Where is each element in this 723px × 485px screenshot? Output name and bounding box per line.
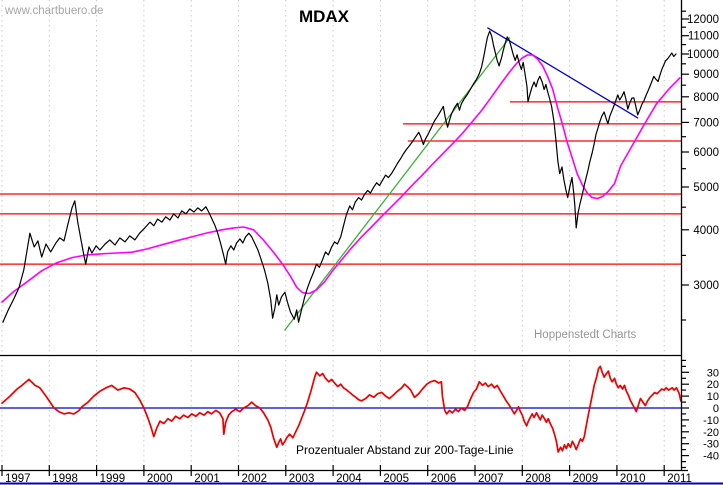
x-tick-label-2005: 2005 [383, 473, 409, 485]
main-y-axis-ticks: 3000 4000 5000 6000 7000 8000 9000 10000 11000 12… [681, 10, 719, 321]
osc-tick-label-10: 10 [707, 391, 719, 403]
year-gridlines [1, 0, 665, 470]
osc-tick-label-30: 30 [707, 367, 719, 379]
y-tick-label-7000: 7000 [693, 117, 719, 129]
chart-title: MDAX [298, 7, 350, 26]
main-panel [1, 27, 681, 331]
osc-tick-label--20: -20 [703, 427, 719, 439]
y-tick-label-8000: 8000 [693, 92, 719, 104]
resistance-support-levels [0, 101, 681, 265]
x-tick-label-1999: 1999 [100, 473, 126, 485]
x-tick-label-2001: 2001 [194, 473, 220, 485]
y-tick-label-3000: 3000 [693, 280, 719, 292]
x-tick-label-1998: 1998 [52, 473, 78, 485]
x-tick-label-1997: 1997 [5, 473, 31, 485]
x-tick-label-2003: 2003 [289, 473, 315, 485]
x-axis-ticks: 1997 1998 1999 2000 2001 2002 2003 2004 2005 2006… [1, 465, 692, 485]
osc-tick-label--40: -40 [703, 451, 719, 463]
osc-tick-label--30: -30 [703, 439, 719, 451]
y-tick-label-4000: 4000 [693, 225, 719, 237]
x-tick-label-2008: 2008 [525, 473, 551, 485]
x-tick-label-2011: 2011 [667, 473, 692, 485]
watermark: www.chartbuero.de [5, 5, 104, 17]
y-tick-label-11000: 11000 [688, 31, 719, 43]
x-tick-label-2010: 2010 [620, 473, 646, 485]
trendline-uptrend-2003-2007 [284, 37, 511, 331]
osc-tick-label-20: 20 [707, 379, 719, 391]
y-tick-label-6000: 6000 [693, 147, 719, 159]
x-tick-label-2004: 2004 [336, 473, 362, 485]
x-tick-label-2007: 2007 [478, 473, 504, 485]
oscillator-series [1, 365, 681, 453]
y-tick-label-5000: 5000 [693, 182, 719, 194]
y-tick-label-10000: 10000 [687, 49, 719, 61]
y-tick-label-12000: 12000 [687, 14, 719, 26]
price-series [2, 30, 677, 323]
x-tick-label-2000: 2000 [147, 473, 173, 485]
indicator-label: Prozentualer Abstand zur 200-Tage-Linie [296, 443, 514, 457]
x-tick-label-2002: 2002 [242, 473, 268, 485]
trendline-downtrend-2007-2010 [487, 27, 639, 119]
x-tick-label-2006: 2006 [431, 473, 457, 485]
x-tick-label-2009: 2009 [573, 473, 599, 485]
osc-tick-label-0: 0 [713, 403, 719, 415]
y-tick-label-9000: 9000 [693, 69, 719, 81]
credit-label: Hoppenstedt Charts [534, 329, 637, 341]
lower-panel [0, 365, 681, 453]
osc-tick-label--10: -10 [703, 415, 719, 427]
ma200-series [1, 54, 681, 303]
